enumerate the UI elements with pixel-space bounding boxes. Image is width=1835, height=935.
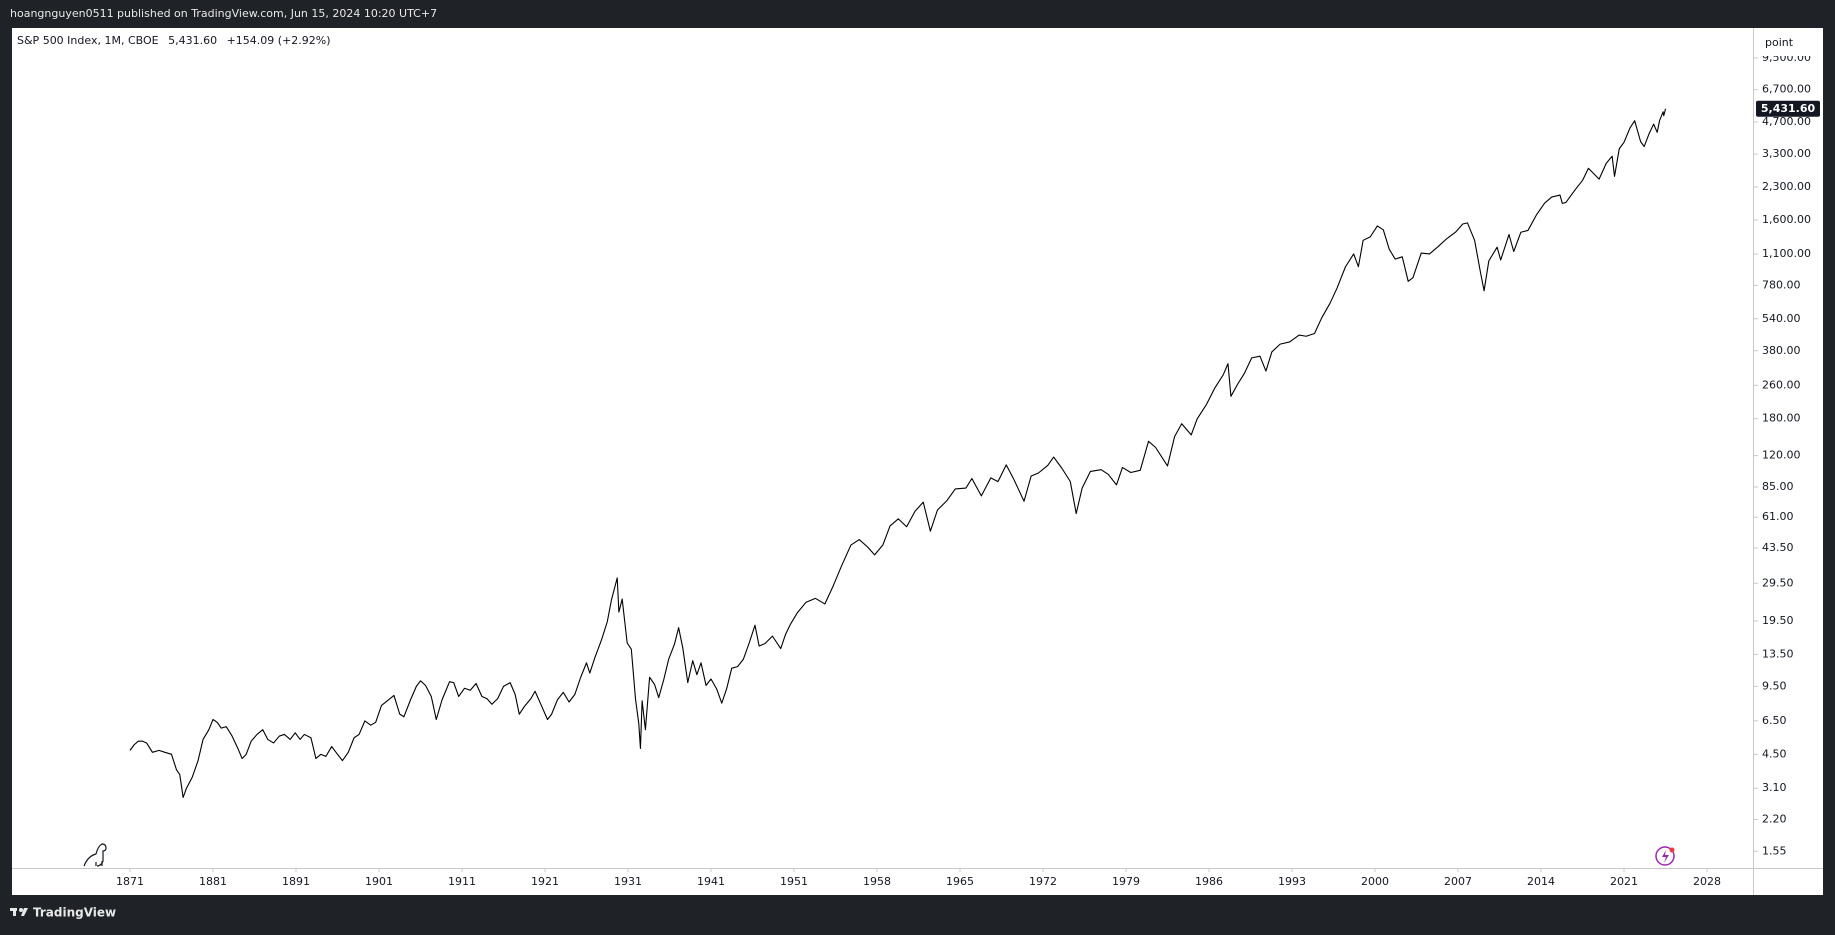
x-tick-label: 1901 [365, 875, 393, 888]
x-tick-label: 1871 [116, 875, 144, 888]
y-tick-label: 1,600.00 [1762, 213, 1811, 226]
y-tick-label: 85.00 [1762, 480, 1794, 493]
brand-logo [10, 908, 28, 916]
x-tick-label: 1911 [448, 875, 476, 888]
unit-label: point [1765, 36, 1794, 49]
price-axis: 1.55 2.20 3.10 4.50 6.50 9.50 13.50 19.50 29.50 4… [1754, 51, 1811, 857]
change: +154.09 (+2.92%) [227, 34, 331, 47]
x-tick-label: 1979 [1112, 875, 1140, 888]
y-tick-label: 4,700.00 [1762, 115, 1811, 128]
x-tick-label: 2000 [1361, 875, 1389, 888]
time-axis: 1871 1881 1891 1901 1911 1921 1931 1941 1951 1958… [116, 868, 1721, 888]
x-tick-label: 1958 [863, 875, 891, 888]
plot-area [129, 108, 1667, 799]
symbol-legend: S&P 500 Index, 1M, CBOE 5,431.60 +154.09… [17, 34, 331, 47]
brand: TradingView [33, 906, 116, 920]
x-tick-label: 2021 [1610, 875, 1638, 888]
y-tick-label: 2.20 [1762, 812, 1787, 825]
y-tick-label: 260.00 [1762, 378, 1801, 391]
y-tick-label: 120.00 [1762, 449, 1801, 462]
y-tick-label: 4.50 [1762, 747, 1787, 760]
y-tick-label: 6,700.00 [1762, 83, 1811, 96]
y-tick-label: 540.00 [1762, 312, 1801, 325]
y-tick-label: 9.50 [1762, 679, 1787, 692]
last-price-label: 5,431.60 [1761, 102, 1816, 115]
y-tick-label: 780.00 [1762, 278, 1801, 291]
y-tick-label: 2,300.00 [1762, 180, 1811, 193]
y-tick-label: 6.50 [1762, 714, 1787, 727]
x-tick-label: 1921 [531, 875, 559, 888]
x-tick-label: 1941 [697, 875, 725, 888]
symbol: S&P 500 Index, 1M, CBOE [17, 34, 159, 47]
x-tick-label: 1972 [1029, 875, 1057, 888]
x-tick-label: 1951 [780, 875, 808, 888]
y-tick-label: 3.10 [1762, 781, 1787, 794]
publisher-line: hoangnguyen0511 published on TradingView… [10, 7, 437, 20]
y-tick-label: 3,300.00 [1762, 147, 1811, 160]
x-tick-label: 1891 [282, 875, 310, 888]
y-tick-label: 180.00 [1762, 412, 1801, 425]
unit-box [1755, 30, 1821, 56]
x-tick-label: 2014 [1527, 875, 1555, 888]
dino-icon [83, 843, 107, 867]
y-tick-label: 1,100.00 [1762, 247, 1811, 260]
price: 5,431.60 [168, 34, 217, 47]
y-tick-label: 380.00 [1762, 344, 1801, 357]
alert-icon [1655, 846, 1675, 866]
x-tick-label: 2007 [1444, 875, 1472, 888]
x-tick-label: 1881 [199, 875, 227, 888]
x-tick-label: 1931 [614, 875, 642, 888]
y-tick-label: 19.50 [1762, 614, 1794, 627]
x-tick-label: 2028 [1693, 875, 1721, 888]
y-tick-label: 61.00 [1762, 510, 1794, 523]
price-line [129, 108, 1667, 799]
x-tick-label: 1965 [946, 875, 974, 888]
y-tick-label: 1.55 [1762, 844, 1787, 857]
y-tick-label: 29.50 [1762, 576, 1794, 589]
x-tick-label: 1986 [1195, 875, 1223, 888]
x-tick-label: 1993 [1278, 875, 1306, 888]
chart-panel [12, 28, 1823, 895]
y-tick-label: 43.50 [1762, 541, 1794, 554]
last-price-box [1756, 100, 1820, 117]
y-tick-label: 13.50 [1762, 647, 1794, 660]
